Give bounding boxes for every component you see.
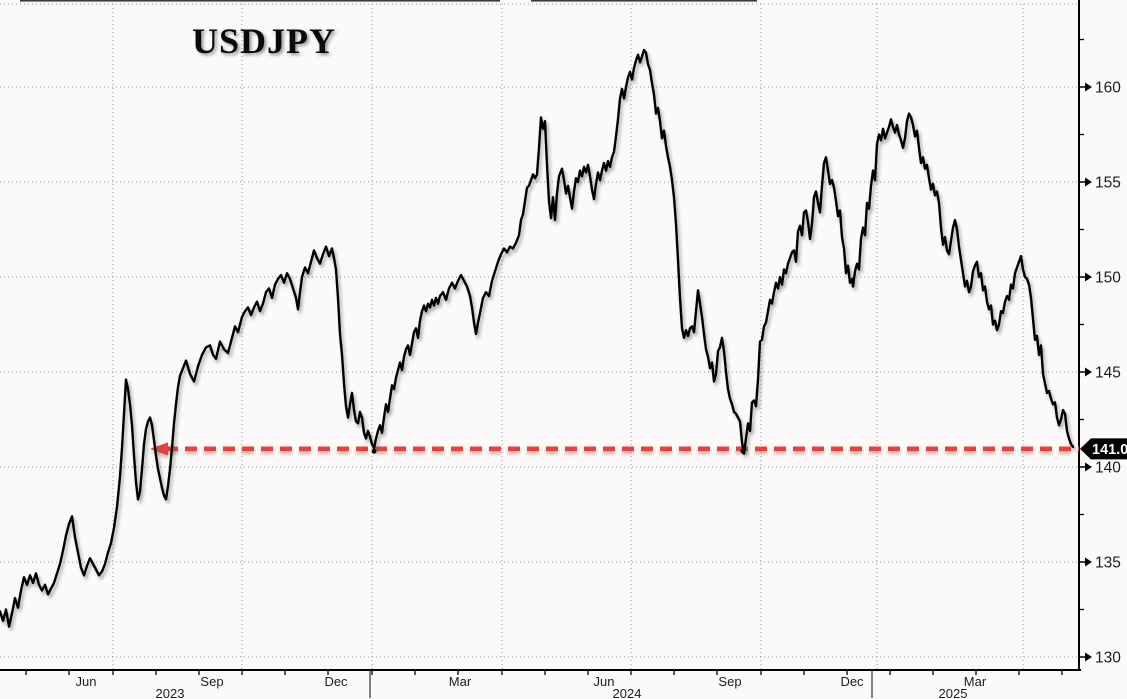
x-month-label: Jun — [594, 674, 615, 689]
x-year-label: 2025 — [939, 686, 968, 699]
y-tick-arrow-icon — [1085, 557, 1092, 567]
y-tick-arrow-icon — [1085, 82, 1092, 92]
top-border-segment — [20, 0, 500, 2]
y-tick-arrow-icon — [1085, 462, 1092, 472]
x-month-label: Mar — [964, 674, 987, 689]
y-axis: 130 135 140 145 150 155 160 — [1078, 0, 1121, 670]
top-border-segment — [531, 0, 757, 2]
ref-line-group — [150, 442, 1079, 456]
y-tick-arrow-icon — [1085, 272, 1092, 282]
x-month-label: Mar — [449, 674, 472, 689]
y-axis-label: 140 — [1095, 460, 1121, 477]
top-border-artifact — [20, 0, 757, 2]
y-axis-label: 155 — [1095, 175, 1121, 192]
last-price-badge: 141.06 — [1080, 438, 1127, 460]
x-month-label: Sep — [200, 674, 223, 689]
y-tick-arrow-icon — [1085, 367, 1092, 377]
x-year-label: 2024 — [613, 686, 642, 699]
x-month-label: Dec — [324, 674, 348, 689]
reference-line-141.06 — [150, 442, 1079, 456]
y-axis-label: 150 — [1095, 270, 1121, 287]
x-month-label: Jun — [76, 674, 97, 689]
x-axis: Jun Sep Dec Mar Jun Sep Dec Mar 2023 2024 2025 — [0, 669, 1081, 699]
low-touch-dot — [371, 448, 377, 454]
gridlines — [0, 3, 1079, 670]
y-tick-arrow-icon — [1085, 652, 1092, 662]
ref-arrowhead-icon — [150, 442, 168, 456]
y-axis-label: 145 — [1095, 365, 1121, 382]
y-axis-label: 130 — [1095, 650, 1121, 667]
y-axis-label: 160 — [1095, 80, 1121, 97]
low-touch-dot — [740, 448, 746, 454]
low-touch-dots — [371, 448, 746, 454]
last-price-label: 141.06 — [1092, 442, 1127, 458]
y-axis-label: 135 — [1095, 555, 1121, 572]
last-price-badge-shape — [1080, 438, 1127, 460]
chart-title: USDJPY — [192, 21, 336, 61]
x-month-label: Dec — [840, 674, 864, 689]
y-tick-arrow-icon — [1085, 177, 1092, 187]
price-line-usdjpy — [0, 48, 1075, 628]
x-year-label: 2023 — [156, 686, 185, 699]
x-month-label: Sep — [718, 674, 741, 689]
